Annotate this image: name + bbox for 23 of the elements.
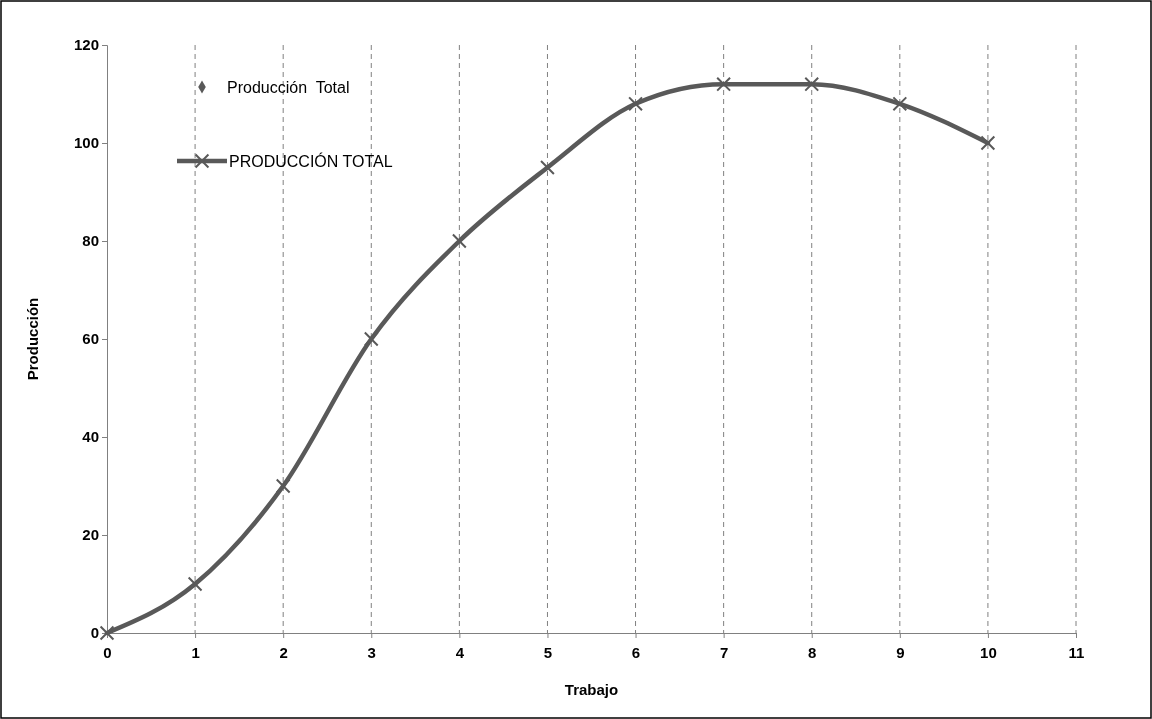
x-tick-label: 1 bbox=[191, 643, 200, 661]
y-tick-label: 60 bbox=[82, 330, 99, 348]
y-tick-label: 0 bbox=[90, 624, 99, 642]
x-tick-label: 3 bbox=[367, 643, 376, 661]
legend-label: PRODUCCIÓN TOTAL bbox=[229, 151, 393, 170]
y-tick-label: 40 bbox=[82, 428, 99, 446]
legend-label: Producción Total bbox=[227, 78, 350, 96]
x-tick-label: 4 bbox=[455, 643, 465, 661]
x-tick-label: 5 bbox=[543, 643, 553, 661]
x-tick-label: 10 bbox=[980, 643, 997, 661]
y-tick-label: 20 bbox=[82, 526, 99, 544]
y-tick-label: 120 bbox=[73, 36, 99, 54]
x-tick-label: 9 bbox=[896, 643, 905, 661]
y-tick-label: 100 bbox=[73, 134, 99, 152]
x-tick-label: 11 bbox=[1068, 643, 1085, 661]
y-axis-title: Producción bbox=[24, 297, 41, 381]
y-tick-label: 80 bbox=[82, 232, 99, 250]
x-axis-title: Trabajo bbox=[564, 681, 619, 698]
x-tick-label: 6 bbox=[631, 643, 641, 661]
x-tick-label: 8 bbox=[808, 643, 817, 661]
x-tick-label: 0 bbox=[103, 643, 112, 661]
x-tick-label: 2 bbox=[279, 643, 288, 661]
x-tick-label: 7 bbox=[719, 643, 729, 661]
